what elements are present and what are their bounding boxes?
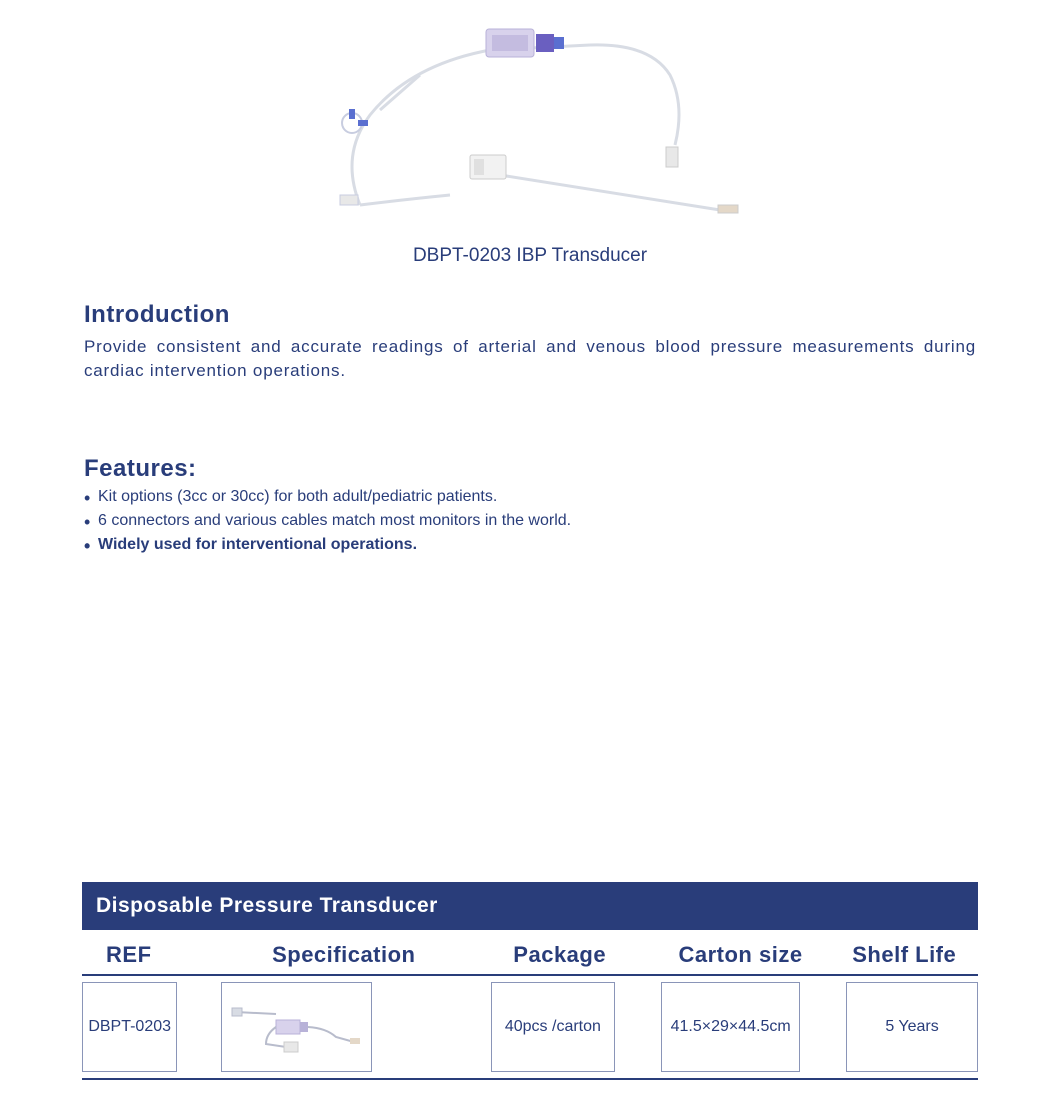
product-illustration <box>310 15 750 235</box>
features-list: Kit options (3cc or 30cc) for both adult… <box>84 485 976 557</box>
introduction-text: Provide consistent and accurate readings… <box>84 335 976 383</box>
feature-item: 6 connectors and various cables match mo… <box>84 509 976 533</box>
cell-ref: DBPT-0203 <box>82 982 177 1072</box>
feature-item: Widely used for interventional operation… <box>84 533 976 557</box>
introduction-section: Introduction Provide consistent and accu… <box>0 301 1060 383</box>
table-row: DBPT-0203 40pcs /carton 41.5×29×44.5cm 5… <box>82 976 978 1080</box>
spec-table: Disposable Pressure Transducer REF Speci… <box>82 882 978 1080</box>
features-section: Features: Kit options (3cc or 30cc) for … <box>0 455 1060 557</box>
col-header-shelf: Shelf Life <box>830 942 978 968</box>
product-caption: DBPT-0203 IBP Transducer <box>0 245 1060 267</box>
col-header-carton: Carton size <box>651 942 831 968</box>
cell-carton-size: 41.5×29×44.5cm <box>661 982 800 1072</box>
col-header-ref: REF <box>82 942 176 968</box>
transducer-diagram-icon <box>310 15 750 235</box>
spec-thumb-icon <box>226 992 366 1062</box>
features-heading: Features: <box>84 455 976 483</box>
introduction-heading: Introduction <box>84 301 976 329</box>
cell-shelf-life: 5 Years <box>846 982 978 1072</box>
table-title: Disposable Pressure Transducer <box>82 882 978 930</box>
cell-specification <box>221 982 371 1072</box>
cell-package: 40pcs /carton <box>491 982 616 1072</box>
col-header-spec: Specification <box>219 942 469 968</box>
table-header-row: REF Specification Package Carton size Sh… <box>82 930 978 976</box>
feature-item: Kit options (3cc or 30cc) for both adult… <box>84 485 976 509</box>
product-image-area: DBPT-0203 IBP Transducer <box>0 0 1060 267</box>
col-header-package: Package <box>469 942 651 968</box>
